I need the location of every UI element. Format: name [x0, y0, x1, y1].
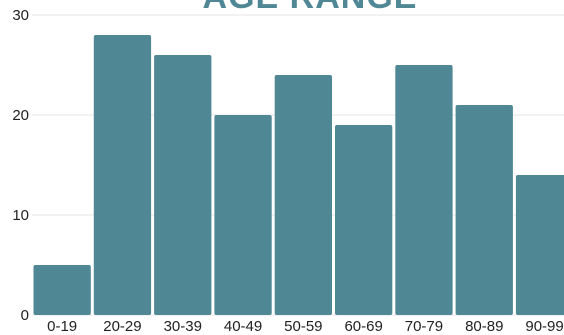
x-tick-label: 40-49	[224, 318, 262, 335]
bar-20-29	[93, 35, 152, 315]
x-tick-label: 60-69	[344, 318, 382, 335]
y-tick-label: 10	[12, 207, 29, 224]
x-tick-label: 80-89	[465, 318, 503, 335]
x-axis-ticks: 0-19 20-29 30-39 40-49 50-59 60-69 70-79 80-89 9…	[47, 318, 564, 335]
bar-70-79	[395, 65, 453, 315]
bar-0-19	[33, 265, 91, 315]
x-tick-label: 90-99	[525, 318, 563, 335]
bar-50-59	[274, 75, 332, 315]
x-tick-label: 70-79	[405, 318, 443, 335]
x-tick-label: 50-59	[284, 318, 322, 335]
y-axis-ticks: 0 10 20 30	[12, 7, 29, 324]
x-tick-label: 20-29	[103, 318, 141, 335]
y-tick-label: 20	[12, 107, 29, 124]
x-tick-label: 30-39	[164, 318, 202, 335]
bar-30-39	[154, 55, 212, 315]
y-tick-label: 0	[21, 307, 29, 324]
y-tick-label: 30	[12, 7, 29, 24]
bar-40-49	[214, 115, 272, 315]
bar-80-89	[455, 105, 513, 315]
bar-90-99	[515, 175, 564, 315]
bars	[33, 35, 564, 315]
x-tick-label: 0-19	[47, 318, 77, 335]
bar-60-69	[335, 125, 393, 315]
chart-title: AGE RANGE	[203, 0, 418, 16]
